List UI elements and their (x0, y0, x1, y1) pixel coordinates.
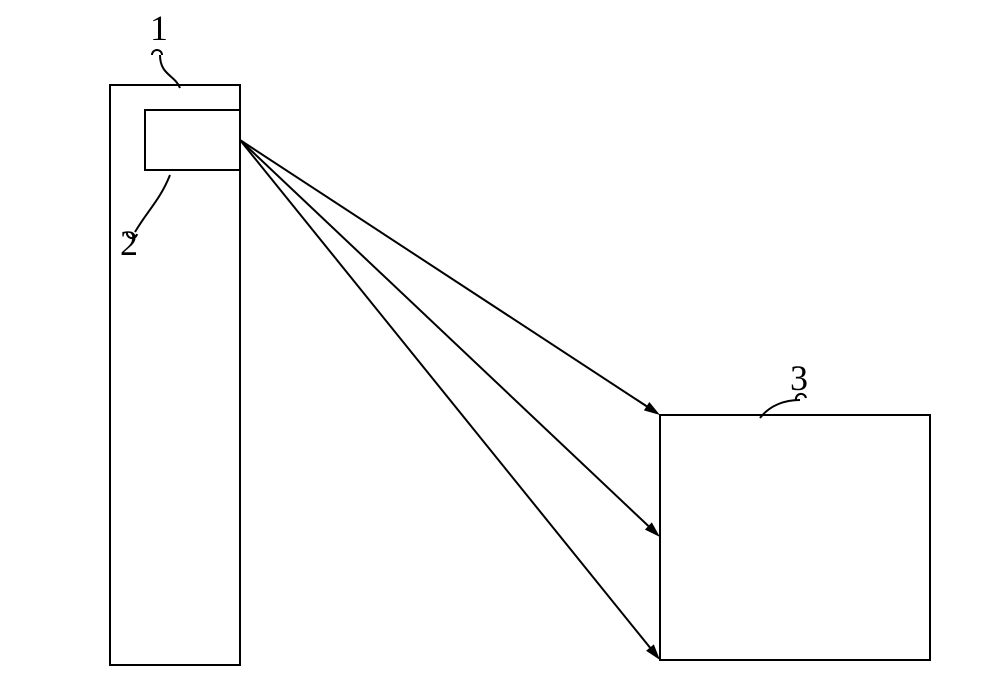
arrow-shaft-1 (240, 140, 652, 410)
small-rect (145, 110, 240, 170)
diagram-canvas: 1 2 3 (0, 0, 1000, 697)
arrow-shaft-2 (240, 140, 653, 530)
tall-rect (110, 85, 240, 665)
label-one: 1 (150, 8, 168, 48)
leader-one (160, 55, 180, 88)
leader-hook-one (152, 50, 162, 55)
target-rect (660, 415, 930, 660)
label-three: 3 (790, 358, 808, 398)
leader-two (135, 175, 170, 232)
arrow-shaft-3 (240, 140, 654, 653)
arrow-head-1 (644, 402, 660, 415)
label-two: 2 (120, 223, 138, 263)
